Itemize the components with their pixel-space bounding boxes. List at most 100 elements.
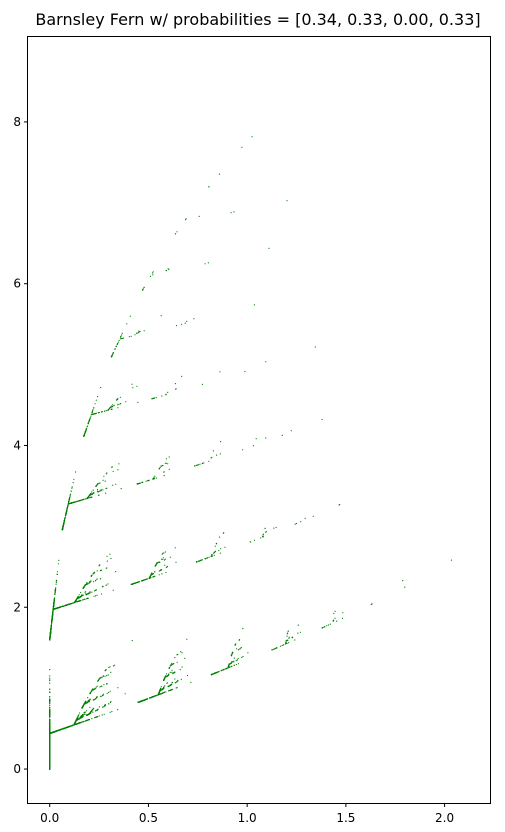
scatter-point bbox=[136, 332, 138, 334]
scatter-point bbox=[101, 714, 103, 716]
scatter-point bbox=[106, 410, 108, 412]
scatter-point bbox=[151, 272, 154, 274]
scatter-point bbox=[142, 288, 144, 290]
scatter-point bbox=[96, 685, 98, 687]
scatter-point bbox=[88, 497, 90, 499]
scatter-point bbox=[49, 675, 51, 677]
scatter-point bbox=[253, 304, 255, 306]
scatter-point bbox=[233, 657, 235, 659]
scatter-point bbox=[110, 405, 113, 407]
scatter-point bbox=[109, 690, 111, 692]
scatter-point bbox=[111, 711, 113, 713]
scatter-point bbox=[98, 494, 100, 496]
scatter-point bbox=[327, 624, 329, 626]
scatter-point bbox=[201, 383, 204, 385]
scatter-point bbox=[338, 504, 340, 506]
scatter-point bbox=[333, 612, 335, 615]
scatter-point bbox=[49, 688, 51, 690]
scatter-point bbox=[184, 219, 187, 221]
scatter-point bbox=[174, 547, 176, 549]
scatter-point bbox=[91, 491, 93, 493]
scatter-point bbox=[117, 687, 119, 689]
scatter-point bbox=[297, 632, 299, 634]
scatter-point bbox=[103, 410, 106, 412]
scatter-point bbox=[334, 610, 336, 613]
scatter-point bbox=[117, 343, 119, 345]
scatter-point bbox=[100, 593, 102, 595]
scatter-point bbox=[233, 211, 235, 213]
scatter-point bbox=[235, 663, 237, 666]
scatter-point bbox=[112, 353, 114, 355]
scatter-point bbox=[53, 597, 56, 599]
scatter-point bbox=[108, 691, 110, 694]
scatter-point bbox=[190, 681, 192, 684]
scatter-point bbox=[233, 660, 235, 662]
scatter-point bbox=[49, 679, 51, 681]
scatter-point bbox=[102, 489, 104, 491]
scatter-point bbox=[233, 664, 235, 667]
scatter-point bbox=[274, 647, 276, 650]
scatter-point bbox=[211, 555, 213, 557]
scatter-point bbox=[241, 656, 243, 659]
scatter-point bbox=[92, 581, 95, 583]
scatter-point bbox=[78, 714, 80, 716]
scatter-point bbox=[164, 462, 166, 464]
scatter-point bbox=[167, 391, 169, 393]
scatter-point bbox=[114, 348, 116, 350]
scatter-point bbox=[75, 471, 77, 473]
scatter-point bbox=[184, 657, 186, 660]
scatter-point bbox=[125, 401, 127, 403]
scatter-point bbox=[210, 457, 212, 459]
scatter-point bbox=[219, 371, 221, 373]
scatter-point bbox=[136, 385, 138, 387]
scatter-point bbox=[286, 200, 288, 202]
scatter-point bbox=[98, 482, 100, 484]
scatter-point bbox=[90, 415, 92, 417]
scatter-point bbox=[231, 652, 234, 654]
scatter-point bbox=[323, 626, 325, 628]
scatter-point bbox=[370, 603, 372, 606]
scatter-point bbox=[160, 686, 162, 688]
scatter-point bbox=[116, 343, 118, 346]
scatter-point bbox=[129, 315, 131, 317]
scatter-point bbox=[304, 517, 306, 520]
scatter-point bbox=[159, 693, 161, 695]
scatter-point bbox=[196, 464, 198, 466]
scatter-point bbox=[326, 625, 328, 627]
scatter-point bbox=[98, 706, 100, 708]
scatter-point bbox=[314, 346, 316, 348]
scatter-point bbox=[93, 595, 95, 597]
scatter-point bbox=[79, 712, 81, 714]
scatter-point bbox=[50, 623, 53, 625]
scatter-point bbox=[154, 475, 156, 477]
scatter-point bbox=[69, 494, 71, 496]
scatter-point bbox=[95, 686, 97, 688]
scatter-point bbox=[203, 462, 205, 464]
scatter-point bbox=[186, 638, 188, 640]
scatter-point bbox=[165, 458, 167, 460]
scatter-point bbox=[167, 268, 169, 270]
scatter-point bbox=[96, 570, 98, 572]
scatter-point bbox=[105, 669, 107, 671]
scatter-point bbox=[57, 563, 60, 565]
scatter-point bbox=[80, 591, 82, 594]
scatter-point bbox=[153, 478, 155, 480]
scatter-point bbox=[94, 403, 96, 405]
scatter-point bbox=[181, 652, 183, 654]
scatter-point bbox=[199, 463, 201, 465]
scatter-point bbox=[211, 554, 213, 556]
scatter-point bbox=[118, 339, 120, 341]
scatter-point bbox=[253, 539, 256, 541]
chart-title: Barnsley Fern w/ probabilities = [0.34, … bbox=[35, 10, 480, 29]
scatter-point bbox=[101, 411, 103, 413]
scatter-point bbox=[168, 468, 170, 470]
scatter-point bbox=[111, 404, 114, 406]
scatter-point bbox=[138, 330, 140, 332]
scatter-point bbox=[86, 710, 88, 712]
scatter-point bbox=[95, 710, 97, 712]
scatter-point bbox=[321, 418, 323, 421]
scatter-point bbox=[155, 477, 157, 479]
scatter-point bbox=[166, 566, 168, 568]
scatter-point bbox=[103, 713, 105, 715]
